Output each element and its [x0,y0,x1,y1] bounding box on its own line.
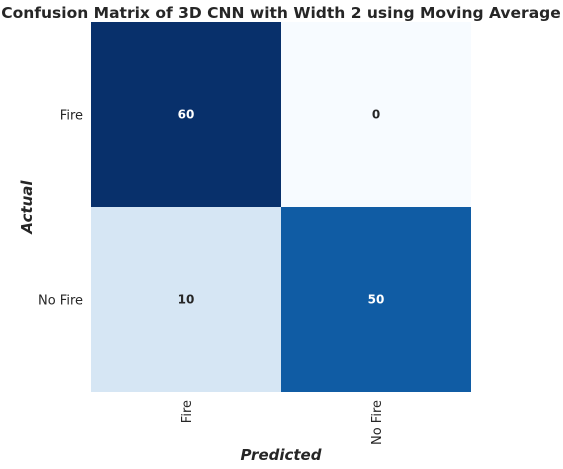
y-tick-label-1: No Fire [38,294,83,309]
heatmap-cell-r0-c0 [91,22,281,207]
x-tick-labels: Fire No Fire [180,400,385,445]
cell-value-r1-c0: 10 [178,293,195,307]
cell-annotations: 60 0 10 50 [178,108,385,307]
cell-value-r0-c0: 60 [178,108,195,122]
y-axis-label: Actual [18,180,36,235]
cell-value-r0-c1: 0 [372,108,380,122]
x-tick-label-0: Fire [180,400,195,423]
cell-value-r1-c1: 50 [368,293,385,307]
heatmap-cell-r0-c1 [281,22,471,207]
heatmap-cell-r1-c1 [281,207,471,392]
heatmap-cells [91,22,471,392]
y-tick-labels: Fire No Fire [38,109,83,309]
y-tick-label-0: Fire [60,109,83,124]
x-axis-label: Predicted [241,446,322,464]
heatmap-cell-r1-c0 [91,207,281,392]
x-tick-label-1: No Fire [370,400,385,445]
chart-title: Confusion Matrix of 3D CNN with Width 2 … [1,4,561,22]
